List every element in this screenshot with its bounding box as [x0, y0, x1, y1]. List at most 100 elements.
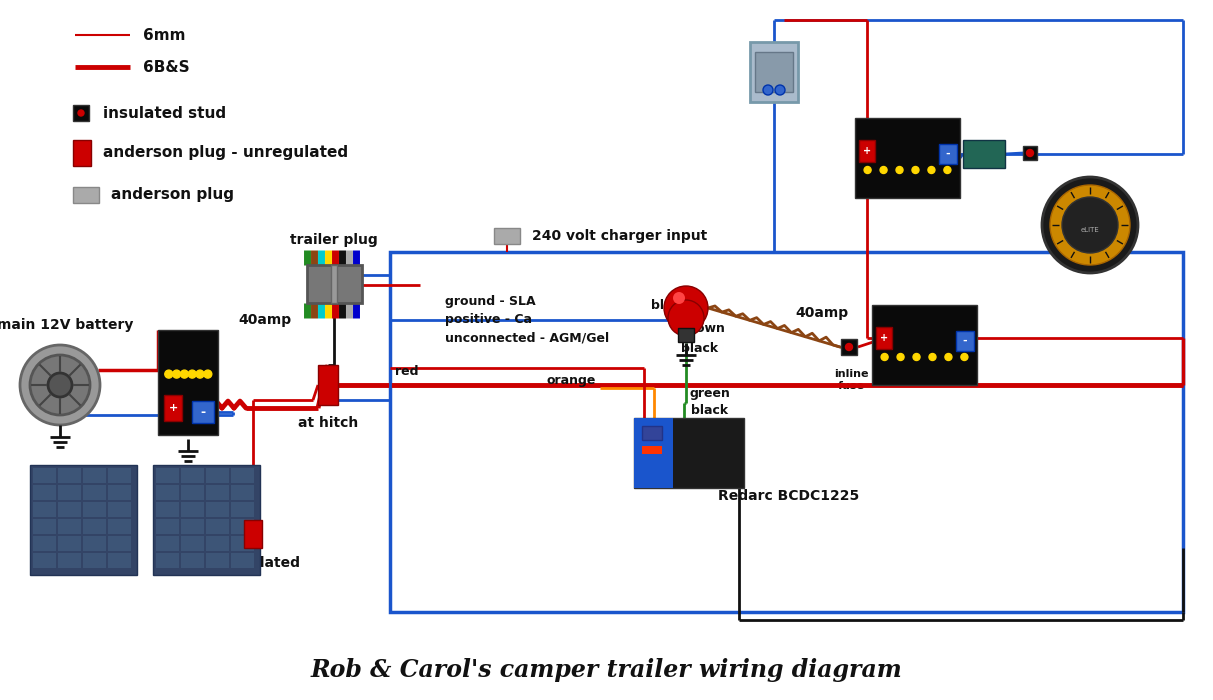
Bar [318, 365, 338, 405]
Bar [156, 553, 180, 568]
Text: 6B&S: 6B&S [143, 60, 189, 74]
Bar [82, 553, 106, 568]
Bar [58, 502, 81, 517]
Bar [181, 553, 204, 568]
Circle shape [929, 354, 936, 360]
Bar [73, 105, 89, 121]
Bar [156, 536, 180, 551]
Bar [230, 468, 254, 483]
Circle shape [763, 85, 773, 95]
Bar [181, 468, 204, 483]
Bar [206, 536, 229, 551]
Text: +: + [169, 403, 177, 413]
Bar [754, 52, 793, 92]
Bar [192, 401, 213, 424]
Bar [230, 553, 254, 568]
Text: anderson plug: anderson plug [112, 188, 234, 202]
Bar [153, 465, 260, 575]
Circle shape [30, 355, 90, 415]
Circle shape [775, 85, 785, 95]
Bar [678, 328, 694, 342]
Circle shape [664, 286, 708, 330]
Circle shape [961, 354, 968, 360]
Bar [642, 426, 662, 440]
Text: orange: orange [547, 374, 596, 387]
Bar [108, 468, 131, 483]
Bar [181, 536, 204, 551]
Bar [108, 536, 131, 551]
Bar [33, 485, 56, 500]
Text: at hitch: at hitch [298, 416, 358, 430]
Circle shape [1050, 185, 1131, 265]
Circle shape [49, 373, 72, 397]
Circle shape [188, 370, 197, 378]
Circle shape [1026, 150, 1033, 157]
Text: 40amp: 40amp [796, 306, 849, 320]
Circle shape [165, 370, 172, 378]
Text: anderson plug - unregulated: anderson plug - unregulated [103, 146, 348, 160]
Bar [181, 502, 204, 517]
Text: unconnected - AGM/Gel: unconnected - AGM/Gel [445, 332, 609, 344]
Bar [230, 519, 254, 534]
Bar [108, 553, 131, 568]
Bar [750, 42, 798, 102]
Text: red: red [395, 365, 418, 378]
Circle shape [898, 354, 904, 360]
Bar [58, 536, 81, 551]
Bar [391, 252, 1183, 612]
Bar [859, 141, 875, 162]
Circle shape [913, 354, 919, 360]
Circle shape [945, 354, 952, 360]
Circle shape [881, 167, 887, 174]
Circle shape [172, 370, 181, 378]
Text: -: - [200, 406, 205, 419]
Text: main 12V battery: main 12V battery [0, 318, 133, 332]
Text: black: black [691, 403, 728, 416]
Bar [841, 339, 858, 355]
Bar [307, 265, 361, 303]
Text: brown: brown [680, 322, 725, 335]
Circle shape [912, 167, 919, 174]
Bar [82, 536, 106, 551]
Text: ground - SLA: ground - SLA [445, 295, 536, 309]
Text: unregulated: unregulated [205, 556, 301, 570]
Text: Redarc BCDC1225: Redarc BCDC1225 [718, 489, 860, 503]
Bar [82, 502, 106, 517]
Bar [108, 485, 131, 500]
Bar [156, 468, 180, 483]
Bar [33, 553, 56, 568]
Bar [181, 485, 204, 500]
Circle shape [845, 344, 853, 351]
Bar [82, 468, 106, 483]
Circle shape [197, 370, 204, 378]
Bar [963, 140, 1006, 168]
Text: -: - [946, 148, 950, 159]
Bar [206, 485, 229, 500]
Bar [206, 553, 229, 568]
Text: 40amp: 40amp [238, 313, 291, 327]
Bar [58, 553, 81, 568]
Bar [642, 446, 662, 454]
Text: -: - [963, 335, 967, 346]
Bar [956, 330, 974, 351]
Text: +: + [879, 333, 888, 344]
Text: 6mm: 6mm [143, 27, 186, 43]
Bar [244, 520, 262, 548]
Circle shape [928, 167, 935, 174]
Bar [206, 468, 229, 483]
Circle shape [896, 167, 902, 174]
Text: green: green [689, 386, 730, 400]
Circle shape [1042, 177, 1138, 273]
Bar [156, 485, 180, 500]
Circle shape [1063, 197, 1118, 253]
Bar [33, 519, 56, 534]
Bar [206, 519, 229, 534]
Bar [164, 395, 182, 421]
Text: +: + [862, 146, 871, 156]
Bar [494, 228, 520, 244]
Bar [230, 536, 254, 551]
Bar [82, 485, 106, 500]
Bar [1023, 146, 1037, 160]
Bar [156, 519, 180, 534]
Circle shape [864, 167, 871, 174]
